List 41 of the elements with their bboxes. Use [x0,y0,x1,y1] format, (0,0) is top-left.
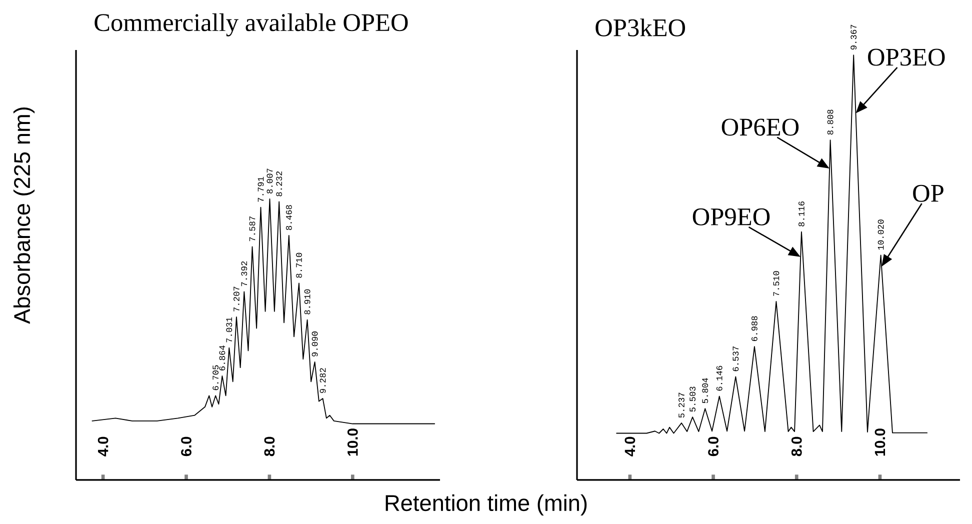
annotation: 8.007 [266,168,273,194]
annotation: OP6EO [722,118,799,136]
x-tick-label: 10.0 [874,428,886,456]
annotation: 7.587 [249,216,256,242]
annotation: 6.146 [716,366,722,391]
annotation: 9.367 [850,24,857,50]
annotation: 9.282 [320,368,326,393]
annotation: 5.804 [702,378,708,404]
x-tick-label: 6.0 [708,436,718,456]
annotation: 7.791 [258,176,264,202]
annotation: 6.864 [219,346,226,370]
x-tick-label: 4.0 [98,436,108,456]
x-tick-label: 4.0 [624,436,636,456]
annotation: 8.468 [286,205,292,230]
annotation: 7.392 [241,261,248,286]
annotation: 6.537 [732,346,739,372]
annotation: 8.910 [304,289,310,314]
annotation: 8.116 [798,201,804,226]
annotation: 7.031 [226,317,232,342]
annotation: OP9EO [692,208,770,226]
y-axis-title: Absorbance (225 nm) [13,107,35,324]
annotation: 5.503 [690,386,696,412]
annotation: OP3EO [868,48,945,66]
annotation: 8.808 [827,110,834,135]
annotation: 9.090 [312,332,318,356]
annotation: 6.705 [212,365,219,390]
x-tick-label: 8.0 [264,436,275,456]
chart-title: Commercially available OPEO [94,13,408,36]
annotation: 6.988 [752,316,758,341]
x-tick-label: 6.0 [181,436,192,456]
annotation: 10.020 [878,220,884,250]
annotation: OP [913,184,944,202]
x-tick-label: 8.0 [791,436,802,456]
annotation: 8.710 [296,252,302,278]
annotation: 7.510 [773,271,780,296]
annotation: 5.237 [678,392,684,418]
x-tick-label: 10.0 [347,428,358,456]
chart-title: OP3kEO [596,18,686,36]
x-axis-title: Retention time (min) [386,494,587,516]
annotation: 7.207 [234,286,240,312]
annotation: 8.232 [276,171,282,196]
